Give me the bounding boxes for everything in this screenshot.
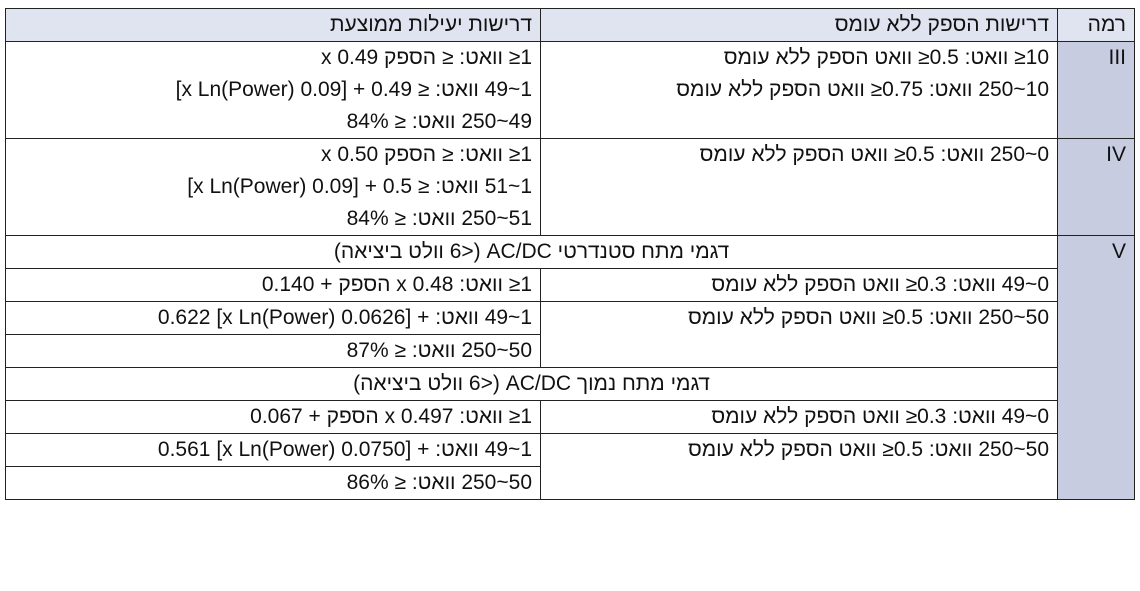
no-load-cell: 50~250 וואט: 0.5≤ וואט הספק ללא עומס (540, 433, 1058, 500)
level-cell: IV (1057, 138, 1135, 236)
efficiency-cell: 1≤ וואט: ≤ הספק x 0.49 1~49 וואט: ≤ 0.49 … (5, 41, 541, 139)
sub-row: 0~49 וואט: 0.3≤ וואט הספק ללא עומס 1≤ ווא… (5, 268, 1135, 302)
no-load-cell: 0~49 וואט: 0.3≤ וואט הספק ללא עומס (540, 400, 1058, 434)
no-load-cell: 50~250 וואט: 0.5≤ וואט הספק ללא עומס (540, 301, 1058, 368)
header-cell: רמה (1057, 8, 1135, 42)
efficiency-cell: 1≤ וואט: 0.48 x הספק + 0.140 (5, 268, 541, 302)
cell-line: 50~250 וואט: ≤ 87% (346, 339, 532, 362)
sub-row: 0~49 וואט: 0.3≤ וואט הספק ללא עומס 1≤ ווא… (5, 400, 1135, 434)
cell-line: 1~51 וואט: ≤ 0.5 + [0.09 x Ln(Power)] (187, 175, 532, 198)
cell-line: 50~250 וואט: ≤ 86% (346, 471, 532, 494)
cell-line: 1≤ וואט: ≤ הספק x 0.50 (320, 143, 532, 166)
sub-row: 50~250 וואט: ≤ 87% (5, 334, 1135, 368)
header-cell: דרישות הספק ללא עומס (540, 8, 1058, 42)
no-load-cell: 10≤ וואט: 0.5≤ וואט הספק ללא עומס 10~250 … (540, 41, 1058, 139)
cell-line: 51~250 וואט: ≤ 84% (346, 207, 532, 230)
cell-line: 0~250 וואט: 0.5≤ וואט הספק ללא עומס (699, 143, 1049, 166)
group-title: דגמי מתח נמוך AC/DC (<6 וולט ביציאה) (5, 367, 1058, 401)
efficiency-cell: 1≤ וואט: ≤ הספק x 0.50 1~51 וואט: ≤ 0.5 +… (5, 138, 541, 236)
header-row: רמה דרישות הספק ללא עומס דרישות יעילות מ… (5, 8, 1135, 42)
cell-line: 1≤ וואט: 0.48 x הספק + 0.140 (261, 273, 532, 296)
group-title: דגמי מתח סטנדרטי AC/DC (<6 וולט ביציאה) (5, 235, 1058, 269)
no-load-cell: 0~49 וואט: 0.3≤ וואט הספק ללא עומס (540, 268, 1058, 302)
level-row: III 10≤ וואט: 0.5≤ וואט הספק ללא עומס 10~2… (5, 41, 1135, 139)
cell-line: 1~49 וואט: + [0.0750 x Ln(Power)] 0.561 (157, 438, 532, 461)
efficiency-cell: 50~250 וואט: ≤ 86% (5, 466, 541, 500)
no-load-cell: 0~250 וואט: 0.5≤ וואט הספק ללא עומס (540, 138, 1058, 236)
group-title-row: V דגמי מתח סטנדרטי AC/DC (<6 וולט ביציאה) (5, 235, 1135, 500)
level-cell: III (1057, 41, 1135, 139)
level-row: IV 0~250 וואט: 0.5≤ וואט הספק ללא עומס 1≤ … (5, 138, 1135, 236)
cell-line: 1≤ וואט: ≤ הספק x 0.49 (320, 46, 532, 69)
cell-line: 1~49 וואט: + [0.0626 x Ln(Power)] 0.622 (157, 306, 532, 329)
cell-line: 10≤ וואט: 0.5≤ וואט הספק ללא עומס (723, 46, 1049, 69)
cell-line: 10~250 וואט: 0.75≤ וואט הספק ללא עומס (676, 78, 1049, 101)
sub-row: 50~250 וואט: 0.5≤ וואט הספק ללא עומס 1~49… (5, 433, 1135, 500)
efficiency-cell: 50~250 וואט: ≤ 87% (5, 334, 541, 368)
cell-line: 49~250 וואט: ≤ 84% (346, 110, 532, 133)
efficiency-cell: 1≤ וואט: 0.497 x הספק + 0.067 (5, 400, 541, 434)
sub-row: 50~250 וואט: 0.5≤ וואט הספק ללא עומס 1~49… (5, 301, 1135, 368)
level-cell: V (1057, 235, 1135, 500)
table-body: III 10≤ וואט: 0.5≤ וואט הספק ללא עומס 10~2… (5, 41, 1135, 500)
sub-row: 50~250 וואט: ≤ 86% (5, 466, 1135, 500)
efficiency-cell: 1~49 וואט: + [0.0626 x Ln(Power)] 0.622 (5, 301, 541, 335)
requirements-table: רמה דרישות הספק ללא עומס דרישות יעילות מ… (5, 8, 1135, 500)
group-title-row: דגמי מתח נמוך AC/DC (<6 וולט ביציאה) (5, 367, 1135, 401)
cell-line: 1≤ וואט: 0.497 x הספק + 0.067 (250, 405, 532, 428)
header-cell: דרישות יעילות ממוצעת (5, 8, 541, 42)
efficiency-cell: 1~49 וואט: + [0.0750 x Ln(Power)] 0.561 (5, 433, 541, 467)
cell-line: 1~49 וואט: ≤ 0.49 + [0.09 x Ln(Power)] (175, 78, 532, 101)
